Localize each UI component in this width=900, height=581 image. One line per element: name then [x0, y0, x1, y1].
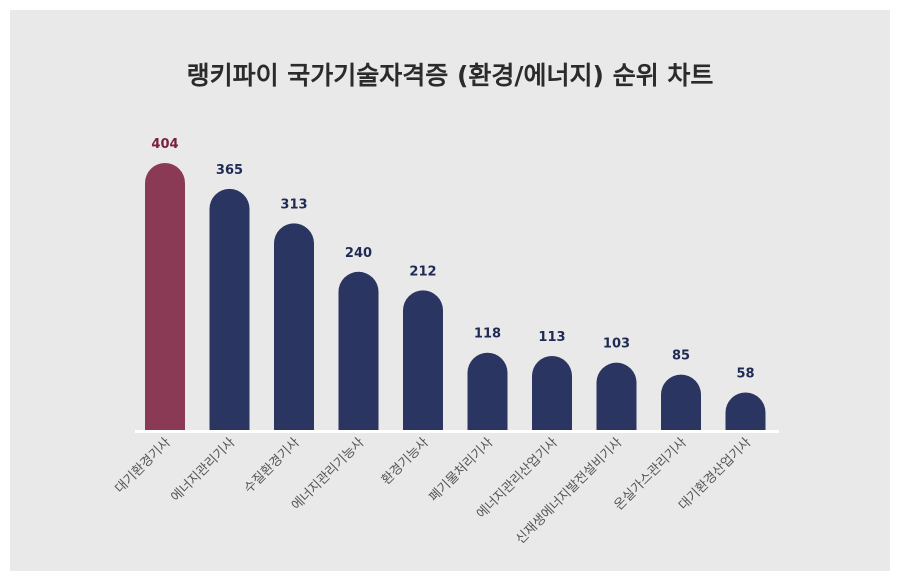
x-axis-line: [135, 430, 779, 433]
category-label: 환경기능사: [379, 435, 432, 488]
category-label: 에너지관리기사: [169, 435, 239, 505]
bar: [338, 271, 379, 431]
bar: [145, 163, 185, 431]
bar: [467, 352, 508, 431]
data-label: 212: [409, 264, 436, 279]
bar: [403, 290, 443, 431]
data-label: 113: [538, 330, 565, 345]
chart-title: 랭키파이 국가기술자격증 (환경/에너지) 순위 차트: [186, 61, 714, 90]
category-label: 대기환경기사: [112, 435, 173, 496]
bar: [661, 374, 701, 431]
data-label: 240: [345, 246, 372, 261]
data-label: 313: [280, 197, 307, 212]
data-label: 118: [474, 327, 501, 342]
bar: [596, 362, 637, 431]
bar: [274, 223, 314, 431]
data-label: 58: [736, 367, 754, 382]
bar: [209, 188, 250, 431]
data-label: 404: [151, 137, 178, 152]
data-label: 103: [603, 337, 630, 352]
bar: [725, 392, 766, 431]
category-label: 신재생에너지발전설비기사: [513, 435, 625, 547]
bar: [532, 356, 572, 431]
data-label: 85: [672, 349, 690, 364]
category-label: 수질환경기사: [241, 435, 302, 496]
data-label: 365: [216, 163, 243, 178]
category-label: 폐기물처리기사: [427, 435, 497, 505]
